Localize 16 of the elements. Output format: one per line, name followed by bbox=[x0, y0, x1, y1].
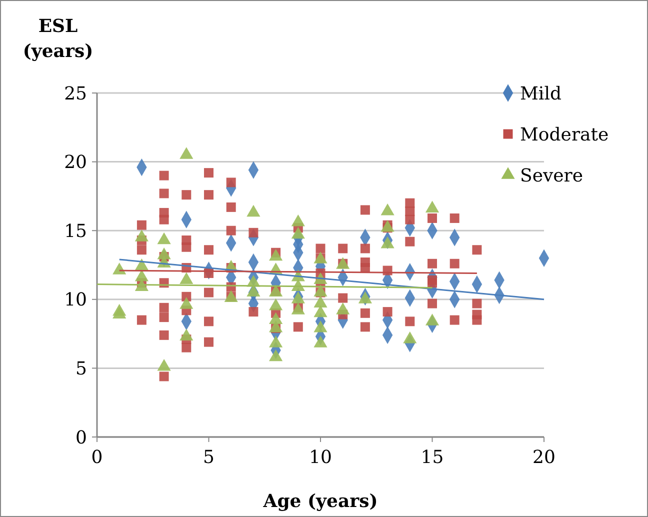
legend-label: Mild bbox=[520, 83, 562, 104]
x-tick-label: 5 bbox=[203, 447, 214, 468]
y-tick-label: 15 bbox=[64, 220, 87, 242]
y-tick-label: 0 bbox=[76, 427, 87, 448]
x-axis-title: Age (years) bbox=[262, 491, 378, 512]
x-tick-label: 15 bbox=[420, 447, 444, 468]
legend-label: Moderate bbox=[520, 124, 609, 146]
y-axis-title: ESL (years) bbox=[22, 16, 94, 62]
y-tick-label: 5 bbox=[76, 358, 87, 380]
y-tick-label: 20 bbox=[64, 152, 87, 174]
y-tick-label: 10 bbox=[64, 290, 87, 311]
legend-label: Severe bbox=[520, 165, 584, 186]
x-tick-label: 10 bbox=[309, 447, 332, 468]
x-tick-label: 0 bbox=[91, 447, 103, 468]
y-tick-label: 25 bbox=[64, 83, 87, 104]
x-tick-label: 20 bbox=[532, 447, 556, 468]
